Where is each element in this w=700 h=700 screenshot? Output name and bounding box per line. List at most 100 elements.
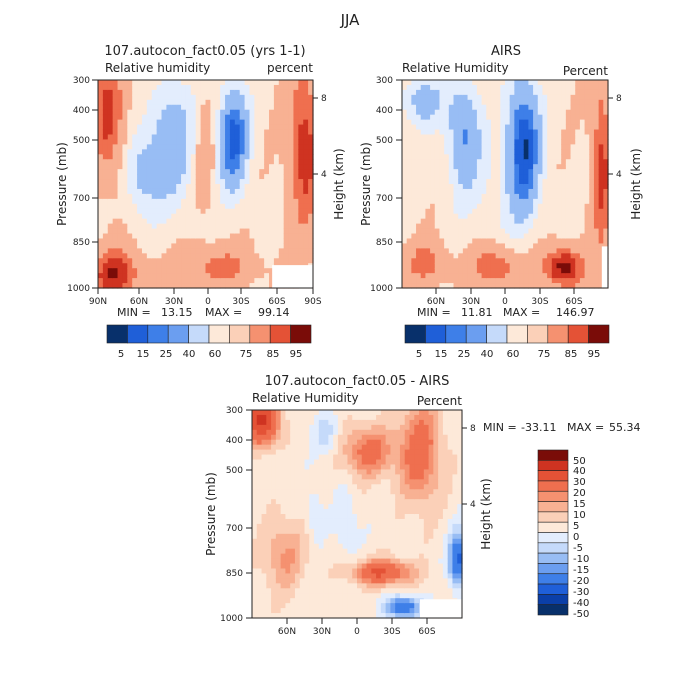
field-cell [271, 424, 277, 431]
field-cell [333, 509, 339, 515]
ytick: 700 [376, 194, 393, 204]
field-cell [551, 198, 558, 205]
field-cell [542, 99, 548, 106]
field-cell [102, 238, 109, 245]
field-cell [259, 164, 265, 170]
field-cell [229, 278, 236, 284]
field-cell [458, 198, 464, 205]
field-cell [269, 154, 275, 160]
field-cell [448, 89, 455, 96]
field-cell [239, 243, 246, 249]
field-cell [264, 80, 270, 86]
field-cell [210, 89, 216, 96]
field-cell [107, 228, 114, 235]
field-cell [333, 469, 339, 475]
field-cell [225, 203, 231, 210]
field-cell [280, 613, 287, 619]
field-cell [107, 149, 114, 155]
field-cell [411, 109, 417, 116]
field-cell [528, 193, 534, 200]
field-cell [151, 268, 158, 274]
field-cell [462, 203, 469, 210]
field-cell [137, 80, 143, 86]
field-cell [261, 419, 267, 426]
field-cell [205, 218, 211, 225]
field-cell [425, 134, 431, 141]
field-cell [509, 179, 515, 185]
field-cell [593, 149, 600, 155]
field-cell [575, 144, 581, 150]
field-cell [303, 218, 309, 225]
field-cell [122, 253, 128, 259]
field-cell [380, 578, 387, 584]
field-cell [156, 203, 163, 210]
field-cell [239, 223, 246, 230]
field-cell [181, 203, 187, 210]
field-cell [337, 548, 344, 555]
field-cell [352, 469, 358, 475]
field-cell [102, 149, 109, 155]
field-cell [472, 99, 478, 106]
field-cell [542, 218, 548, 225]
field-cell [146, 129, 153, 136]
field-cell [275, 419, 282, 426]
field-cell [293, 134, 299, 141]
field-cell [112, 139, 119, 145]
field-cell [244, 104, 251, 111]
field-cell [190, 233, 197, 240]
field-cell [195, 179, 202, 185]
field-cell [283, 179, 290, 185]
field-cell [278, 99, 285, 106]
field-cell [215, 238, 221, 245]
field-cell [528, 154, 534, 160]
field-cell [495, 154, 501, 160]
field-cell [244, 119, 251, 126]
field-cell [239, 104, 246, 111]
ytick-right: 4 [616, 170, 622, 180]
field-cell [102, 263, 109, 269]
field-cell [269, 94, 275, 101]
field-cell [575, 238, 581, 245]
field-cell [314, 469, 320, 475]
field-cell [266, 583, 272, 589]
field-cell [434, 174, 441, 180]
field-cell [234, 184, 241, 190]
field-cell [318, 528, 325, 535]
field-cell [98, 109, 104, 116]
field-cell [252, 410, 258, 416]
field-cell [264, 258, 270, 264]
field-cell [361, 424, 368, 431]
field-cell [290, 469, 296, 475]
field-cell [537, 94, 544, 101]
field-cell [323, 518, 329, 525]
field-cell [523, 263, 530, 269]
field-cell [252, 533, 258, 540]
field-cell [439, 233, 445, 240]
field-cell [444, 188, 450, 195]
field-cell [514, 203, 520, 210]
field-cell [288, 124, 295, 131]
field-cell [453, 184, 459, 190]
field-cell [551, 253, 558, 259]
field-cell [244, 109, 251, 116]
field-cell [314, 464, 320, 471]
field-cell [453, 84, 459, 91]
field-cell [278, 104, 285, 111]
field-cell [352, 449, 358, 456]
field-cell [434, 80, 441, 86]
field-cell [98, 169, 104, 175]
field-cell [308, 124, 314, 131]
field-cell [156, 154, 163, 160]
field-cell [537, 114, 544, 121]
field-cell [195, 188, 202, 195]
field-cell [205, 223, 211, 230]
field-cell [318, 598, 325, 604]
field-cell [294, 474, 301, 480]
field-cell [264, 208, 270, 215]
xtick: 30N [165, 297, 183, 307]
field-cell [239, 263, 246, 269]
field-cell [385, 538, 392, 545]
field-cell [122, 208, 128, 215]
field-cell [220, 109, 226, 116]
field-cell [323, 598, 329, 604]
